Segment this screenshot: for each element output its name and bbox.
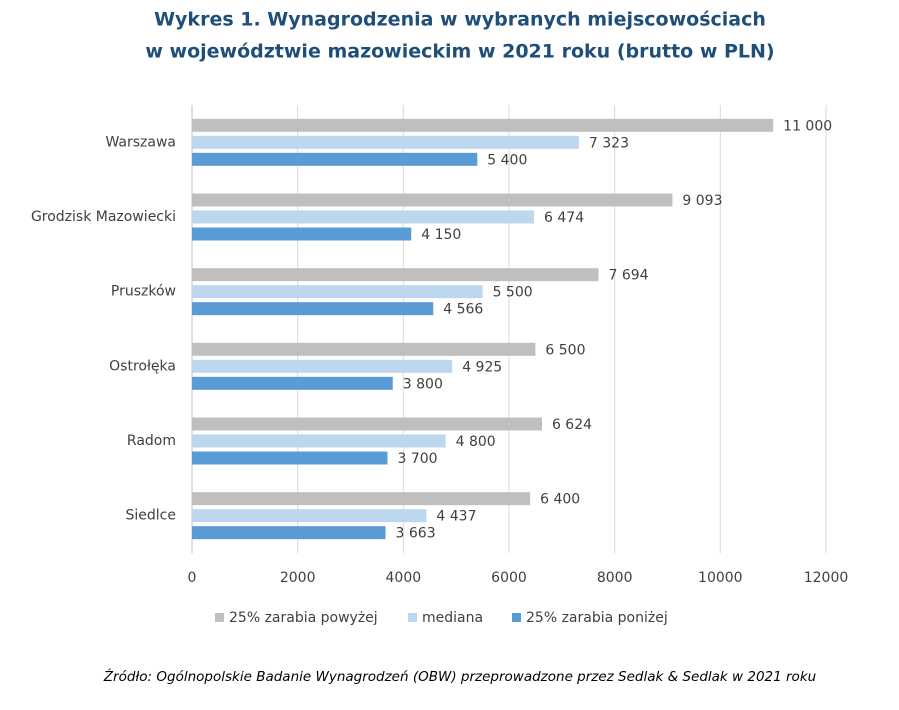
bar bbox=[192, 492, 531, 506]
y-tick-label: Radom bbox=[127, 433, 176, 449]
value-label: 3 700 bbox=[397, 451, 437, 467]
value-label: 3 663 bbox=[396, 526, 436, 542]
x-tick-label: 0 bbox=[188, 570, 197, 586]
legend-label: 25% zarabia poniżej bbox=[526, 610, 668, 626]
value-label: 11 000 bbox=[783, 118, 832, 134]
value-label: 9 093 bbox=[682, 193, 722, 209]
value-label: 6 624 bbox=[552, 417, 592, 433]
bar bbox=[192, 302, 434, 316]
x-tick-label: 8000 bbox=[597, 570, 633, 586]
value-label: 5 400 bbox=[487, 152, 527, 168]
x-tick-label: 4000 bbox=[386, 570, 422, 586]
value-label: 7 323 bbox=[589, 135, 629, 151]
bar bbox=[192, 342, 536, 356]
bar bbox=[192, 417, 542, 431]
legend-swatch bbox=[215, 613, 224, 622]
value-label: 7 694 bbox=[608, 268, 648, 284]
bar bbox=[192, 227, 412, 241]
legend-swatch bbox=[512, 613, 521, 622]
legend-label: 25% zarabia powyżej bbox=[229, 610, 378, 626]
bar bbox=[192, 285, 483, 299]
bar bbox=[192, 376, 393, 390]
bar bbox=[192, 118, 774, 132]
source-note: Źródło: Ogólnopolskie Badanie Wynagrodze… bbox=[103, 667, 816, 685]
legend-swatch bbox=[408, 613, 417, 622]
bar bbox=[192, 193, 673, 207]
value-label: 4 566 bbox=[443, 302, 483, 318]
bar bbox=[192, 509, 427, 523]
x-tick-label: 10000 bbox=[698, 570, 743, 586]
value-label: 4 800 bbox=[456, 434, 496, 450]
y-tick-label: Siedlce bbox=[126, 508, 176, 524]
y-tick-label: Grodzisk Mazowiecki bbox=[31, 209, 176, 225]
value-label: 5 500 bbox=[493, 285, 533, 301]
value-label: 4 925 bbox=[462, 359, 502, 375]
bar bbox=[192, 526, 386, 540]
bar bbox=[192, 268, 599, 282]
value-label: 3 800 bbox=[403, 376, 443, 392]
value-label: 6 474 bbox=[544, 210, 584, 226]
bar bbox=[192, 152, 478, 166]
bar bbox=[192, 210, 535, 224]
legend-label: mediana bbox=[422, 610, 483, 626]
x-tick-label: 2000 bbox=[280, 570, 316, 586]
chart-title: Wykres 1. Wynagrodzenia w wybranych miej… bbox=[154, 9, 766, 31]
value-label: 6 400 bbox=[540, 492, 580, 508]
y-tick-label: Warszawa bbox=[105, 134, 176, 150]
bar bbox=[192, 359, 453, 373]
x-tick-label: 12000 bbox=[804, 570, 849, 586]
bar bbox=[192, 135, 579, 149]
value-label: 6 500 bbox=[545, 342, 585, 358]
value-label: 4 437 bbox=[436, 509, 476, 525]
bar bbox=[192, 451, 388, 465]
y-tick-label: Pruszków bbox=[111, 284, 176, 300]
value-label: 4 150 bbox=[421, 227, 461, 243]
y-tick-label: Ostrołęka bbox=[109, 358, 176, 374]
x-tick-label: 6000 bbox=[491, 570, 527, 586]
bar bbox=[192, 434, 446, 448]
chart-title: w województwie mazowieckim w 2021 roku (… bbox=[145, 41, 774, 63]
